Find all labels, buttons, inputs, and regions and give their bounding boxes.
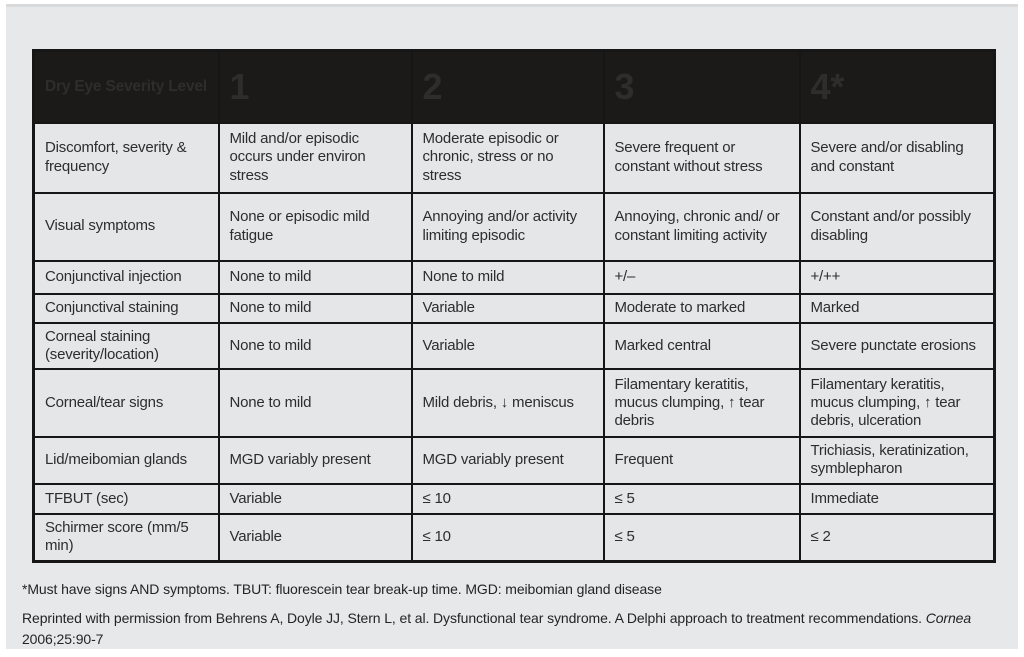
cell: ≤ 5	[602, 512, 801, 563]
table-row: Conjunctival staining None to mild Varia…	[32, 292, 996, 324]
cell: Mild and/or episodic occurs under enviro…	[217, 121, 413, 194]
header-level-2: 2	[410, 49, 605, 124]
citation-reference: 2006;25:90-7	[22, 630, 104, 647]
table-row: Discomfort, severity & frequency Mild an…	[32, 121, 996, 194]
cell: Variable	[217, 482, 413, 515]
row-label: Discomfort, severity & frequency	[32, 121, 220, 194]
cell: None to mild	[217, 292, 413, 324]
table-row: Lid/meibomian glands MGD variably presen…	[32, 436, 996, 485]
cell: Annoying, chronic and/ or constant limit…	[602, 191, 801, 262]
table-row: Conjunctival injection None to mild None…	[32, 259, 996, 295]
cell: None to mild	[410, 259, 605, 295]
row-label: Schirmer score (mm/5 min)	[32, 512, 220, 563]
cell: Severe and/or disabling and constant	[798, 121, 996, 194]
cell: Severe frequent or constant without stre…	[602, 121, 801, 194]
cell: Moderate to marked	[602, 292, 801, 324]
table-row: TFBUT (sec) Variable ≤ 10 ≤ 5 Immediate	[32, 482, 996, 515]
header-level-4: 4*	[798, 49, 996, 124]
footnote-abbreviations: *Must have signs AND symptoms. TBUT: flu…	[22, 581, 662, 598]
cell: Frequent	[602, 436, 801, 485]
page-background: Dry Eye Severity Level 1 2 3 4* Discomfo…	[6, 4, 1018, 649]
cell: Constant and/or possibly disabling	[798, 191, 996, 262]
header-level-3: 3	[602, 49, 801, 124]
cell: ≤ 10	[410, 482, 605, 515]
header-severity-level: Dry Eye Severity Level	[32, 49, 220, 124]
cell: Filamentary keratitis, mucus clumping, ↑…	[798, 368, 996, 439]
cell: Severe punctate erosions	[798, 321, 996, 371]
footnote-citation: Reprinted with permission from Behrens A…	[22, 608, 990, 649]
cell: Filamentary keratitis, mucus clumping, ↑…	[602, 368, 801, 439]
cell: ≤ 10	[410, 512, 605, 563]
cell: None or episodic mild fatigue	[217, 191, 413, 262]
cell: +/++	[798, 259, 996, 295]
header-level-1: 1	[217, 49, 413, 124]
cell: ≤ 2	[798, 512, 996, 563]
cell: ≤ 5	[602, 482, 801, 515]
cell: Marked	[798, 292, 996, 324]
row-label: Visual symptoms	[32, 191, 220, 262]
cell: Variable	[217, 512, 413, 563]
row-label: Conjunctival injection	[32, 259, 220, 295]
row-label: TFBUT (sec)	[32, 482, 220, 515]
table-row: Corneal staining (severity/location) Non…	[32, 321, 996, 371]
citation-journal-name: Cornea	[925, 610, 972, 627]
cell: MGD variably present	[410, 436, 605, 485]
cell: None to mild	[217, 368, 413, 439]
cell: None to mild	[217, 259, 413, 295]
cell: MGD variably present	[217, 436, 413, 485]
cell: +/–	[602, 259, 801, 295]
table-header-row: Dry Eye Severity Level 1 2 3 4*	[32, 49, 996, 124]
cell: Moderate episodic or chronic, stress or …	[410, 121, 605, 194]
cell: Mild debris, ↓ meniscus	[410, 368, 605, 439]
footnotes: *Must have signs AND symptoms. TBUT: flu…	[22, 579, 990, 649]
dry-eye-severity-table: Dry Eye Severity Level 1 2 3 4* Discomfo…	[32, 49, 996, 564]
table-row: Corneal/tear signs None to mild Mild deb…	[32, 368, 996, 439]
row-label: Conjunctival staining	[32, 292, 220, 324]
cell: Annoying and/or activity limiting episod…	[410, 191, 605, 262]
table-row: Visual symptoms None or episodic mild fa…	[32, 191, 996, 262]
row-label: Corneal staining (severity/location)	[32, 321, 220, 371]
citation-text: Reprinted with permission from Behrens A…	[22, 610, 922, 627]
row-label: Lid/meibomian glands	[32, 436, 220, 485]
cell: Trichiasis, keratinization, symblepharon	[798, 436, 996, 485]
cell: Immediate	[798, 482, 996, 515]
row-label: Corneal/tear signs	[32, 368, 220, 439]
table-row: Schirmer score (mm/5 min) Variable ≤ 10 …	[32, 512, 996, 563]
cell: None to mild	[217, 321, 413, 371]
cell: Marked central	[602, 321, 801, 371]
cell: Variable	[410, 321, 605, 371]
cell: Variable	[410, 292, 605, 324]
